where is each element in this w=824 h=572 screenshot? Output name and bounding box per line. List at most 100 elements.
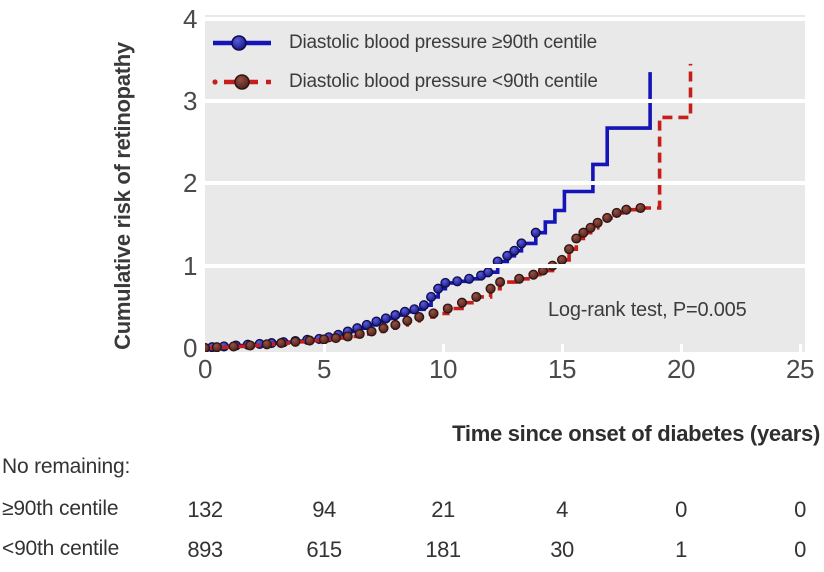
legend-row-dbp-lt90: Diastolic blood pressure <90th centile	[211, 62, 598, 101]
x-tick-label-10: 10	[429, 354, 457, 384]
y-tick-label-2: 2	[183, 168, 197, 199]
x-tick-label-25: 25	[786, 354, 814, 384]
data-marker	[483, 267, 494, 278]
data-marker	[495, 277, 506, 288]
data-marker	[414, 312, 425, 323]
data-marker	[399, 306, 410, 317]
x-tick-mark-20	[679, 344, 683, 352]
data-marker	[585, 222, 596, 233]
data-marker	[428, 308, 439, 319]
data-marker	[528, 269, 539, 280]
data-marker	[409, 304, 420, 315]
data-marker	[426, 291, 437, 302]
data-marker	[602, 212, 613, 223]
data-marker	[380, 313, 391, 324]
data-marker	[433, 283, 444, 294]
data-marker	[304, 335, 315, 346]
blue-solid-line-marker-icon	[213, 34, 271, 51]
data-marker	[330, 333, 341, 344]
data-marker	[361, 319, 372, 330]
x-tick-label-5: 5	[317, 354, 331, 384]
red-dashed-line-marker-icon	[212, 73, 271, 90]
x-tick-label-20: 20	[667, 354, 695, 384]
risk-count-row0-col5: 0	[794, 497, 806, 522]
data-marker	[485, 283, 496, 294]
data-marker	[471, 291, 482, 302]
legend-row-dbp-ge90: Diastolic blood pressure ≥90th centile	[211, 23, 598, 62]
data-marker	[571, 233, 582, 244]
log-rank-annotation: Log-rank test, P=0.005	[548, 299, 747, 321]
data-marker	[261, 339, 272, 350]
data-marker	[440, 277, 451, 288]
data-marker	[502, 250, 513, 261]
y-tick-label-0: 0	[183, 333, 197, 363]
risk-table-heading: No remaining:	[2, 455, 131, 478]
data-marker	[290, 336, 301, 347]
data-marker	[418, 300, 430, 311]
y-axis-title: Cumulative risk of retinopathy	[110, 42, 135, 350]
risk-count-row1-col3: 30	[550, 537, 574, 562]
risk-count-row1-col5: 0	[794, 537, 806, 562]
risk-count-row1-col2: 181	[425, 537, 461, 562]
data-marker	[211, 342, 222, 352]
risk-count-row0-col0: 132	[187, 497, 223, 522]
risk-row-label-ge90: ≥90th centile	[2, 497, 119, 520]
y-tick-label-1: 1	[183, 250, 197, 281]
data-marker	[464, 273, 475, 284]
gridline-y1	[205, 263, 805, 268]
y-tick-label-3: 3	[183, 85, 197, 116]
gridline-y4	[205, 16, 805, 21]
data-marker	[635, 202, 646, 214]
data-marker	[378, 323, 389, 334]
x-axis-title: Time since onset of diabetes (years)	[452, 421, 820, 446]
risk-count-row0-col4: 0	[675, 497, 687, 522]
data-marker	[621, 204, 632, 215]
data-marker	[390, 319, 401, 330]
data-marker	[318, 334, 330, 345]
risk-count-row0-col3: 4	[556, 497, 568, 522]
x-tick-mark-10	[441, 344, 445, 352]
risk-count-row1-col0: 893	[187, 537, 223, 562]
data-marker	[276, 338, 287, 349]
data-marker	[245, 340, 256, 351]
legend: Diastolic blood pressure ≥90th centile D…	[211, 23, 598, 101]
data-marker	[452, 276, 463, 287]
risk-count-row1-col1: 615	[306, 537, 342, 562]
x-tick-mark-15	[560, 344, 564, 352]
risk-count-row0-col2: 21	[431, 497, 455, 522]
data-marker	[509, 245, 520, 256]
gridline-y2	[205, 181, 805, 186]
data-marker	[442, 303, 453, 314]
risk-count-row1-col4: 1	[675, 537, 687, 562]
data-marker	[564, 244, 575, 255]
data-marker	[402, 315, 413, 326]
legend-label-dbp-lt90: Diastolic blood pressure <90th centile	[289, 70, 598, 92]
data-marker	[390, 310, 401, 321]
data-marker	[342, 331, 353, 342]
data-marker	[611, 207, 622, 218]
curves-svg	[205, 63, 693, 352]
x-tick-label-0: 0	[198, 354, 212, 384]
x-tick-label-15: 15	[548, 354, 576, 384]
data-marker	[578, 227, 589, 238]
data-marker	[456, 297, 468, 308]
data-marker	[592, 217, 603, 228]
data-marker	[228, 341, 239, 352]
x-tick-mark-25	[798, 344, 802, 352]
legend-label-dbp-ge90: Diastolic blood pressure ≥90th centile	[289, 31, 598, 53]
risk-count-row0-col1: 94	[312, 497, 336, 522]
data-marker	[516, 238, 527, 249]
data-marker	[371, 316, 382, 327]
plot-area: Diastolic blood pressure ≥90th centile D…	[205, 15, 805, 352]
survival-curves	[205, 63, 693, 352]
data-marker	[514, 273, 525, 284]
data-marker	[354, 328, 365, 340]
data-marker	[530, 227, 541, 238]
x-tick-mark-5	[322, 344, 326, 352]
y-tick-label-4: 4	[183, 3, 197, 34]
data-marker	[205, 342, 211, 352]
gridline-y3	[205, 98, 805, 103]
data-marker	[366, 326, 377, 337]
risk-row-label-lt90: <90th centile	[2, 537, 120, 560]
